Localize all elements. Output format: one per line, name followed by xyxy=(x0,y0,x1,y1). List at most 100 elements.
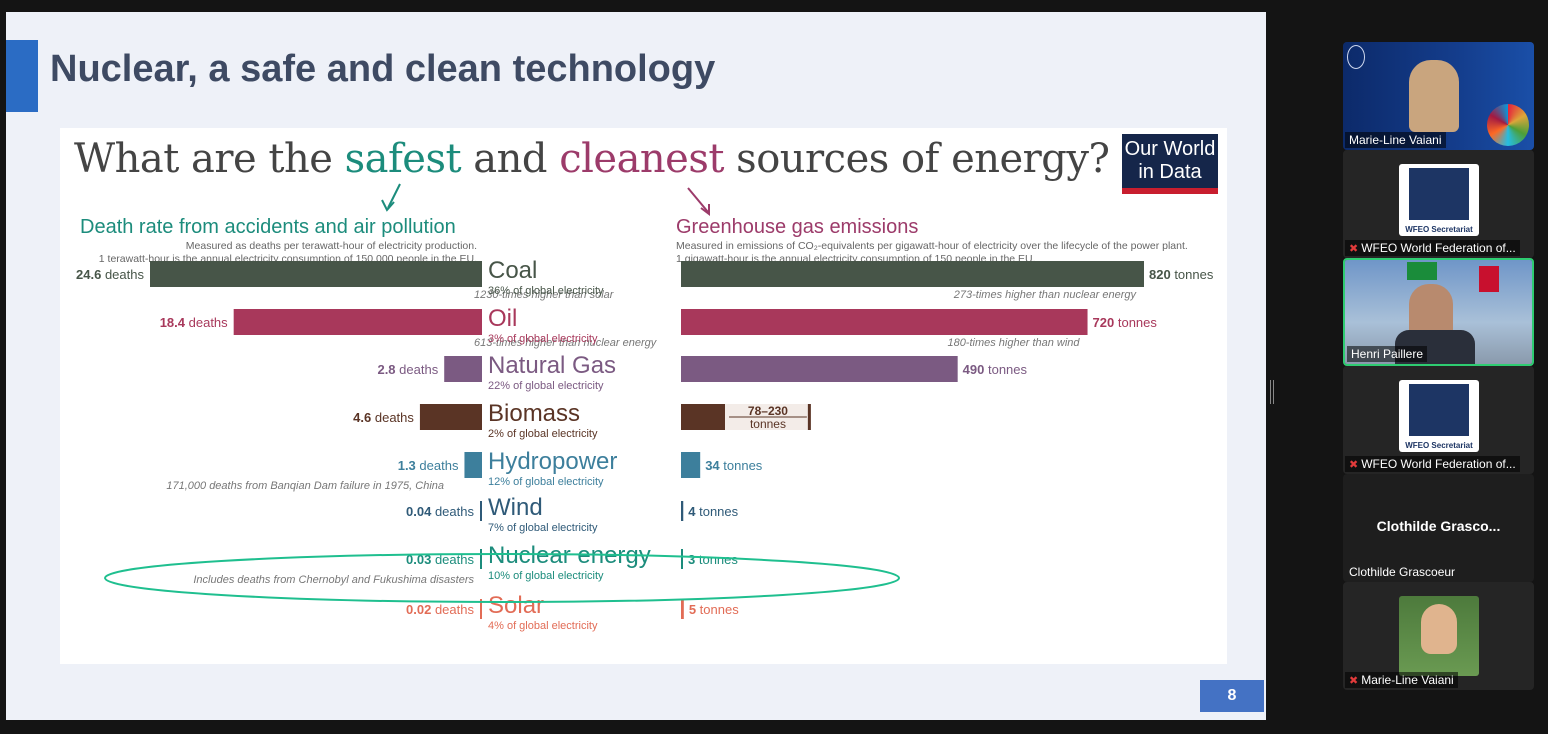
death-note-nuclear-energy: Includes deaths from Chernobyl and Fukus… xyxy=(193,574,474,586)
emissions-bar-nuclear-energy xyxy=(681,549,683,569)
wfeo-emblem-icon xyxy=(1347,45,1365,69)
flag-icon xyxy=(1407,262,1437,280)
share-label-oil: 3% of global electricity xyxy=(488,333,598,345)
slide-title: Nuclear, a safe and clean technology xyxy=(50,48,716,90)
biomass-range-label: 78–230 xyxy=(748,404,788,418)
title-accent-bar xyxy=(6,40,38,112)
participant-name: ✖ WFEO World Federation of... xyxy=(1345,240,1520,256)
death-bar-oil xyxy=(233,309,482,335)
emissions-label-nuclear-energy: 3 tonnes xyxy=(688,552,738,567)
title-part-3: sources of energy? xyxy=(723,136,1110,182)
category-label-hydropower: Hydropower xyxy=(488,448,617,475)
title-part-2: and xyxy=(461,136,560,182)
emissions-bar-hydropower xyxy=(681,452,701,478)
share-label-biomass: 2% of global electricity xyxy=(488,428,598,440)
death-bar-biomass xyxy=(419,404,482,430)
share-label-natural-gas: 22% of global electricity xyxy=(488,380,604,392)
death-bar-solar xyxy=(480,599,482,619)
participant-tile-4[interactable]: WFEO Secretariat ✖ WFEO World Federation … xyxy=(1343,366,1534,474)
death-note-coal: 1230-times higher than solar xyxy=(474,289,615,301)
emissions-bar-biomass xyxy=(681,404,726,430)
participant-name: Henri Paillere xyxy=(1347,346,1428,362)
logo-caption: WFEO Secretariat xyxy=(1405,441,1473,450)
death-label-nuclear-energy: 0.03 deaths xyxy=(406,552,474,567)
brand-line-2: in Data xyxy=(1138,161,1202,183)
brand-line-1: Our World xyxy=(1124,138,1216,160)
participant-tile-2[interactable]: WFEO Secretariat ✖ WFEO World Federation … xyxy=(1343,150,1534,258)
emissions-bar-natural-gas xyxy=(681,356,958,382)
death-label-biomass: 4.6 deaths xyxy=(353,410,414,425)
logo-caption: WFEO Secretariat xyxy=(1405,225,1473,234)
title-part-1: What are the xyxy=(74,136,345,182)
death-label-oil: 18.4 deaths xyxy=(160,315,228,330)
infographic-title: What are the safest and cleanest sources… xyxy=(74,136,1110,182)
participant-tile-1[interactable]: Marie-Line Vaiani xyxy=(1343,42,1534,150)
death-rate-subtitle-1: Measured as deaths per terawatt-hour of … xyxy=(185,240,477,252)
energy-infographic: What are the safest and cleanest sources… xyxy=(60,128,1227,664)
share-label-wind: 7% of global electricity xyxy=(488,522,598,534)
emissions-label-wind: 4 tonnes xyxy=(688,504,738,519)
death-bar-natural-gas xyxy=(444,356,482,382)
wfeo-logo: WFEO Secretariat xyxy=(1399,380,1479,452)
panel-resize-handle[interactable] xyxy=(1270,380,1274,404)
participant-name: Clothilde Grascoeur xyxy=(1349,565,1456,579)
safe-arrow-icon xyxy=(387,183,401,209)
death-label-solar: 0.02 deaths xyxy=(406,602,474,617)
participant-name: Marie-Line Vaiani xyxy=(1345,132,1446,148)
title-safe-word: safest xyxy=(344,136,462,182)
category-label-wind: Wind xyxy=(488,494,543,521)
biomass-range-unit: tonnes xyxy=(750,417,786,431)
emissions-label-coal: 820 tonnes xyxy=(1149,267,1214,282)
share-label-solar: 4% of global electricity xyxy=(488,620,598,632)
energy-comparison-chart: 24.6 deaths 1230-times higher than solar C… xyxy=(76,183,1214,632)
emissions-label-oil: 720 tonnes xyxy=(1093,315,1158,330)
emissions-label-solar: 5 tonnes xyxy=(689,602,739,617)
safe-arrow-head-icon xyxy=(381,199,395,212)
death-rate-heading: Death rate from accidents and air pollut… xyxy=(80,216,456,238)
title-clean-word: cleanest xyxy=(559,136,724,182)
share-label-nuclear-energy: 10% of global electricity xyxy=(488,570,604,582)
share-label-coal: 36% of global electricity xyxy=(488,285,604,297)
mic-muted-icon: ✖ xyxy=(1349,675,1359,687)
emissions-heading: Greenhouse gas emissions xyxy=(676,216,919,238)
tree-icon xyxy=(1409,168,1469,220)
emissions-note-oil: 180-times higher than wind xyxy=(947,337,1080,349)
death-label-coal: 24.6 deaths xyxy=(76,267,144,282)
category-label-natural-gas: Natural Gas xyxy=(488,352,616,379)
category-label-biomass: Biomass xyxy=(488,400,580,427)
participant-tile-3[interactable]: Henri Paillere xyxy=(1343,258,1534,366)
clean-arrow-icon xyxy=(687,187,709,213)
clean-arrow-head-icon xyxy=(700,204,710,216)
mic-muted-icon: ✖ xyxy=(1349,243,1359,255)
biomass-range-end xyxy=(807,404,811,430)
emissions-bar-solar xyxy=(681,599,684,619)
death-bar-hydropower xyxy=(464,452,482,478)
emissions-bar-wind xyxy=(681,501,684,521)
our-world-in-data-logo: Our World in Data xyxy=(1122,134,1218,194)
death-note-oil: 613-times higher than nuclear energy xyxy=(474,337,658,349)
participant-name: ✖ WFEO World Federation of... xyxy=(1345,456,1520,472)
death-bar-nuclear-energy xyxy=(480,549,482,569)
flag-icon xyxy=(1479,266,1499,292)
death-label-hydropower: 1.3 deaths xyxy=(398,458,459,473)
nuclear-highlight-ellipse xyxy=(104,553,900,603)
presentation-slide: Nuclear, a safe and clean technology Wha… xyxy=(6,12,1266,720)
death-label-natural-gas: 2.8 deaths xyxy=(377,362,438,377)
mic-muted-icon: ✖ xyxy=(1349,459,1359,471)
emissions-note-coal: 273-times higher than nuclear energy xyxy=(953,289,1138,301)
emissions-label-hydropower: 34 tonnes xyxy=(705,458,763,473)
wfeo-logo: WFEO Secretariat xyxy=(1399,164,1479,236)
sdg-wheel-icon xyxy=(1487,104,1529,146)
emissions-subtitle-1: Measured in emissions of CO₂-equivalents… xyxy=(676,240,1188,252)
emissions-bar-coal xyxy=(681,261,1144,287)
participant-tile-5[interactable]: Clothilde Grasco... Clothilde Grascoeur xyxy=(1343,474,1534,582)
participant-tile-6[interactable]: ✖ Marie-Line Vaiani xyxy=(1343,582,1534,690)
participant-video-figure xyxy=(1421,604,1457,654)
share-label-hydropower: 12% of global electricity xyxy=(488,476,604,488)
emissions-bar-oil xyxy=(681,309,1088,335)
death-bar-wind xyxy=(480,501,482,521)
participant-video-figure xyxy=(1409,60,1459,132)
participant-name: ✖ Marie-Line Vaiani xyxy=(1345,672,1458,688)
tree-icon xyxy=(1409,384,1469,436)
emissions-label-natural-gas: 490 tonnes xyxy=(963,362,1028,377)
